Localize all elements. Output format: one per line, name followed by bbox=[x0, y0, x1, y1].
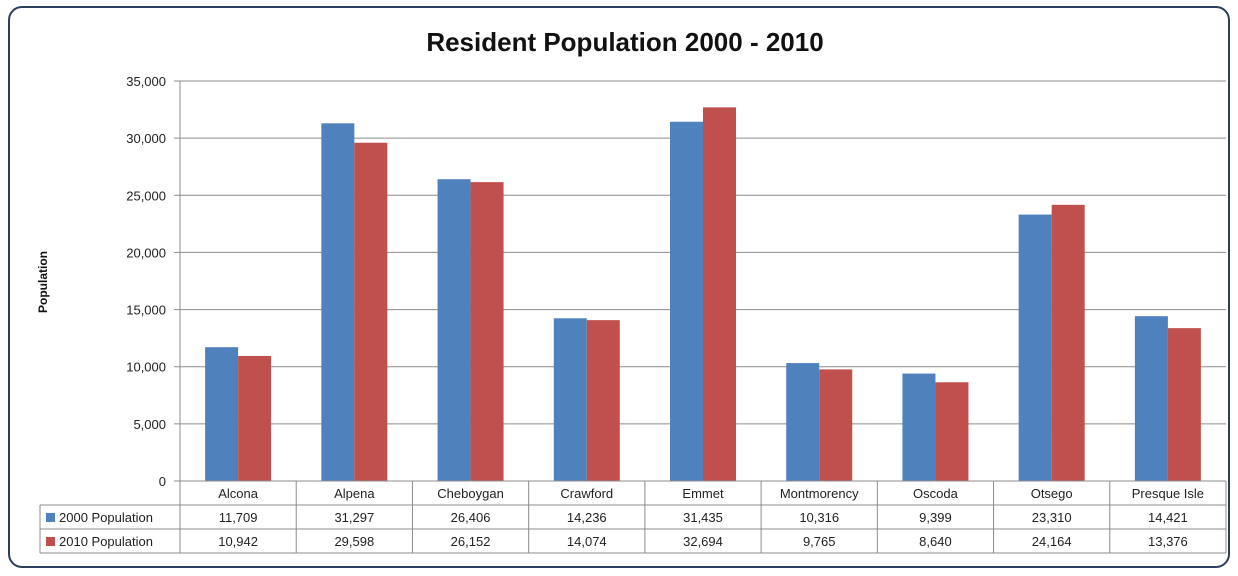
data-label: 23,310 bbox=[1032, 510, 1072, 525]
bar-2010-presque-isle bbox=[1167, 328, 1201, 481]
bar-2010-otsego bbox=[1051, 204, 1085, 481]
legend-label: 2010 Population bbox=[59, 534, 153, 549]
chart-title: Resident Population 2000 - 2010 bbox=[426, 27, 823, 57]
category-label: Otsego bbox=[1031, 486, 1073, 501]
data-label: 9,399 bbox=[919, 510, 952, 525]
data-label: 11,709 bbox=[219, 510, 258, 525]
data-label: 13,376 bbox=[1148, 534, 1188, 549]
bar-2000-cheboygan bbox=[437, 179, 471, 481]
category-label: Montmorency bbox=[780, 486, 859, 501]
bar-2010-alpena bbox=[354, 142, 388, 482]
bar-2010-alcona bbox=[238, 355, 272, 481]
bar-2000-otsego bbox=[1018, 214, 1052, 481]
y-tick-label: 35,000 bbox=[126, 74, 166, 89]
category-label: Alcona bbox=[218, 486, 259, 501]
data-label: 31,435 bbox=[683, 510, 723, 525]
bar-2010-cheboygan bbox=[470, 182, 504, 481]
category-label: Crawford bbox=[560, 486, 613, 501]
legend-key bbox=[46, 537, 55, 546]
data-label: 26,406 bbox=[451, 510, 491, 525]
data-label: 8,640 bbox=[919, 534, 952, 549]
bar-2010-montmorency bbox=[819, 369, 853, 481]
y-tick-label: 10,000 bbox=[126, 360, 166, 375]
y-tick-label: 25,000 bbox=[126, 188, 166, 203]
legend-key bbox=[46, 513, 55, 522]
category-label: Cheboygan bbox=[437, 486, 504, 501]
category-label: Oscoda bbox=[913, 486, 959, 501]
y-tick-label: 15,000 bbox=[126, 303, 166, 318]
data-label: 32,694 bbox=[683, 534, 723, 549]
bar-2000-alcona bbox=[205, 347, 239, 481]
bar-2000-montmorency bbox=[786, 363, 820, 481]
y-axis-ticks: 0 5,000 10,000 15,000 20,000 25,000 30,000 35,0… bbox=[126, 74, 166, 489]
category-label: Alpena bbox=[334, 486, 375, 501]
data-label: 14,421 bbox=[1148, 510, 1188, 525]
bar-2000-crawford bbox=[553, 318, 587, 481]
data-table: Alcona Alpena Cheboygan Crawford Emmet Montmo… bbox=[39, 480, 1227, 554]
y-tick-label: 30,000 bbox=[126, 131, 166, 146]
bar-2010-emmet bbox=[703, 107, 736, 482]
y-tick-label: 20,000 bbox=[126, 245, 166, 260]
data-label: 9,765 bbox=[803, 534, 836, 549]
y-tick-label: 5,000 bbox=[133, 417, 166, 432]
data-label: 14,074 bbox=[567, 534, 607, 549]
bar-2000-presque-isle bbox=[1134, 316, 1168, 481]
bar-2000-emmet bbox=[670, 121, 703, 481]
bar-2000-oscoda bbox=[902, 373, 936, 481]
data-label: 26,152 bbox=[451, 534, 491, 549]
bar-2010-crawford bbox=[586, 320, 620, 481]
data-label: 24,164 bbox=[1032, 534, 1072, 549]
data-label: 14,236 bbox=[567, 510, 607, 525]
data-label: 10,316 bbox=[799, 510, 839, 525]
y-axis-label: Population bbox=[36, 251, 50, 313]
category-label: Emmet bbox=[682, 486, 724, 501]
data-label: 10,942 bbox=[218, 534, 258, 549]
data-label: 31,297 bbox=[334, 510, 374, 525]
category-label: Presque Isle bbox=[1132, 486, 1204, 501]
data-label: 29,598 bbox=[334, 534, 374, 549]
y-tick-label: 0 bbox=[159, 474, 166, 489]
bar-2000-alpena bbox=[321, 123, 355, 481]
bar-2010-oscoda bbox=[935, 382, 969, 481]
bars bbox=[205, 107, 1201, 482]
legend-label: 2000 Population bbox=[59, 510, 153, 525]
